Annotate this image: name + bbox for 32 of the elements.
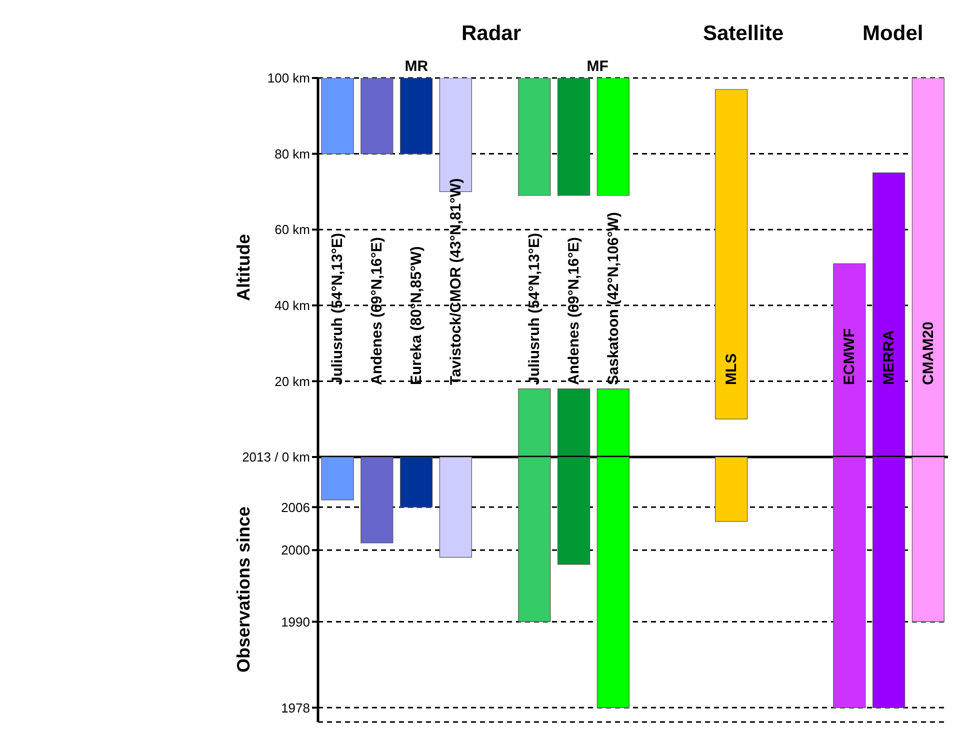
x-tick-label: ECMWF	[841, 328, 858, 385]
x-tick-label: Saskatoon (42°N,106°W)	[604, 212, 622, 385]
bar	[714, 89, 748, 420]
text: MR	[404, 58, 428, 75]
y-tick-label: 20 km	[274, 374, 310, 389]
x-tick-label: Juliusruh (54°N,13°E)	[329, 232, 346, 385]
bar	[400, 78, 433, 154]
y-tick-label: 40 km	[274, 298, 310, 314]
text: Satellite	[702, 22, 784, 46]
x-tick-label: Andenes (69°N,16°E)	[368, 237, 386, 385]
x-tick-label: Juliusruh (54°N,13°E)	[526, 232, 544, 385]
x-tick-label: CMAM20	[920, 322, 937, 385]
y-axis-title: Altitude	[233, 234, 254, 301]
x-tick-label: Tavistock/CMOR (43°N,81°W)	[447, 178, 464, 385]
y-axis-title: Observations since	[233, 506, 254, 673]
x-tick-label: Eureka (80°N,85°W)	[408, 246, 425, 385]
bar	[321, 78, 354, 154]
text: MF	[586, 58, 608, 75]
y-tick-label: 2013 / 0 km	[242, 450, 310, 465]
y-tick-label: 100 km	[267, 70, 310, 86]
x-tick-label: MLS	[722, 353, 740, 385]
y-tick-label: 60 km	[274, 222, 310, 238]
y-tick-label: 2000	[281, 542, 310, 558]
y-tick-label: 2006	[281, 500, 310, 515]
text: Radar	[461, 22, 522, 46]
y-tick-label: 80 km	[274, 146, 310, 162]
bar	[360, 78, 394, 154]
x-tick-label: Andenes (69°N,16°E)	[565, 237, 582, 385]
y-tick-label: 1990	[281, 614, 310, 630]
text: Model	[862, 22, 924, 46]
y-tick-label: 1978	[281, 700, 310, 716]
x-tick-label: MERRA	[880, 330, 898, 385]
